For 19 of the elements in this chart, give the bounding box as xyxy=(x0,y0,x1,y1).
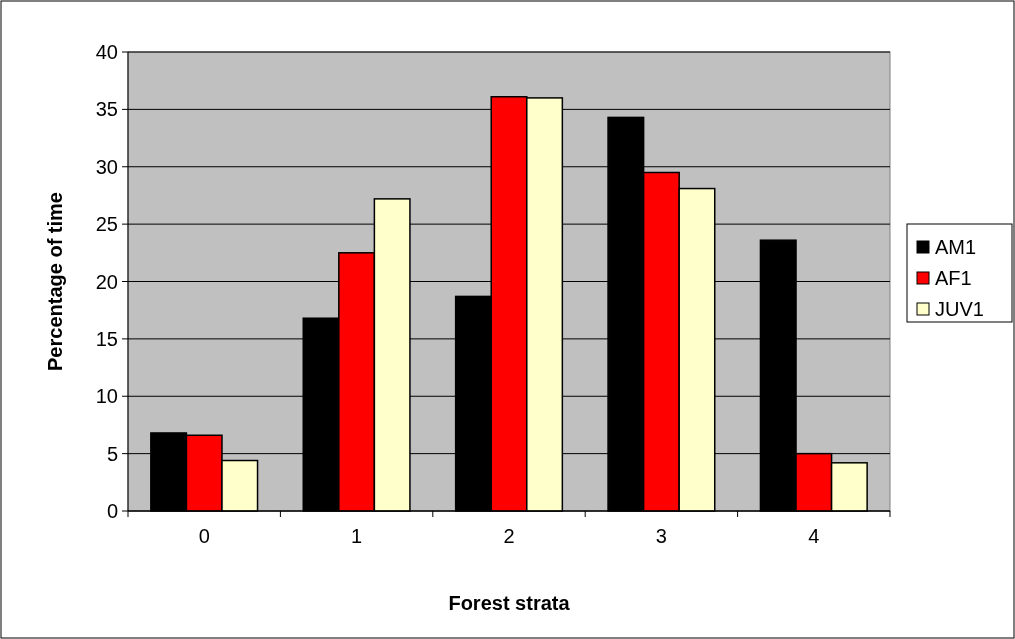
y-tick-label: 25 xyxy=(95,213,118,236)
x-axis-title: Forest strata xyxy=(448,592,571,614)
y-tick-label: 10 xyxy=(95,385,118,408)
y-tick-label: 0 xyxy=(106,500,118,522)
y-tick-label: 40 xyxy=(95,41,118,63)
x-tick-label: 4 xyxy=(808,525,820,547)
y-tick-label: 15 xyxy=(95,327,118,350)
y-tick-label: 35 xyxy=(95,98,118,121)
y-tick-label: 30 xyxy=(95,155,118,178)
x-tick-label: 0 xyxy=(198,525,210,547)
y-axis-title: Percentage of time xyxy=(44,192,66,371)
x-tick-label: 3 xyxy=(655,525,667,547)
legend-label: AF1 xyxy=(935,267,972,289)
legend-label: JUV1 xyxy=(935,298,984,320)
y-tick-label: 20 xyxy=(95,270,118,293)
x-tick-label: 2 xyxy=(503,525,515,547)
x-tick-label: 1 xyxy=(351,525,363,547)
legend-label: AM1 xyxy=(935,236,977,258)
y-tick-label: 5 xyxy=(106,442,118,465)
